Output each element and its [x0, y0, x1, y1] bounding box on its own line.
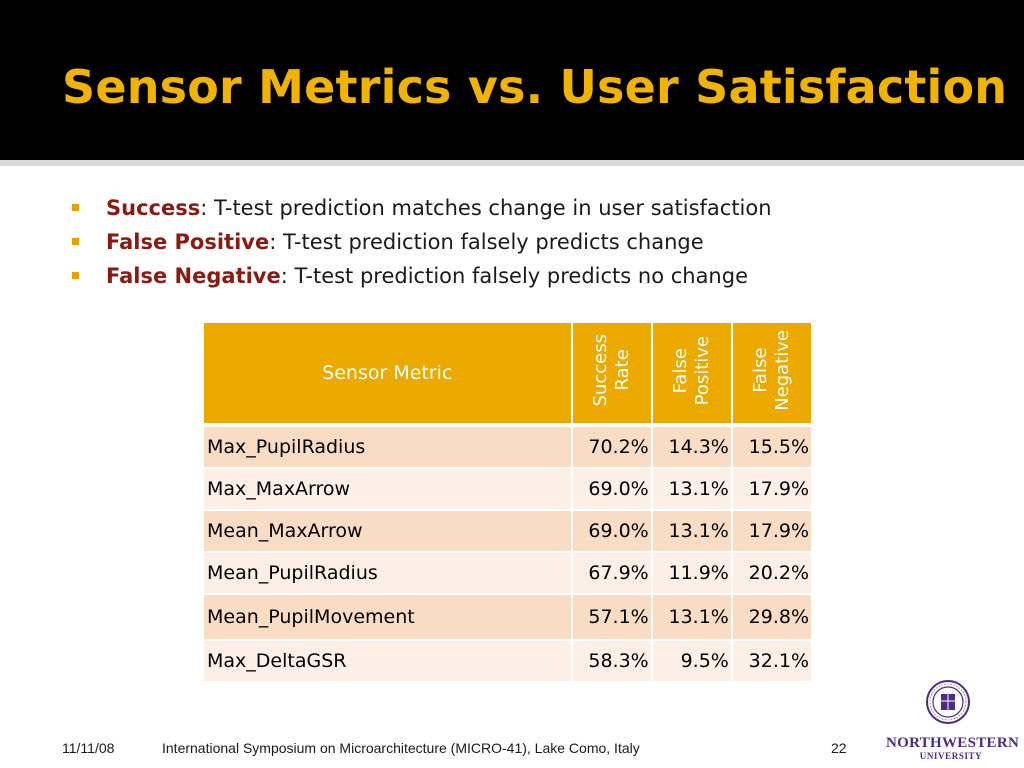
false-negative-cell: 32.1% — [732, 641, 811, 683]
logo-subtitle: UNIVERSITY — [919, 751, 983, 761]
table-header-row: Sensor Metric Success Rate False Positive … — [204, 323, 811, 427]
false-positive-cell: 9.5% — [652, 641, 733, 683]
square-bullet-icon — [72, 204, 79, 211]
header-false-negative: False Negative — [732, 323, 811, 427]
bullet-text: : T-test prediction falsely predicts cha… — [269, 230, 704, 254]
university-logo: NORTHWESTERN UNIVERSITY — [886, 735, 1020, 762]
header-line: Negative — [771, 330, 793, 411]
header-line: False — [669, 347, 691, 394]
false-negative-cell: 29.8% — [732, 595, 811, 641]
header-line: Positive — [691, 335, 713, 406]
success-rate-cell: 58.3% — [572, 641, 653, 683]
success-rate-cell: 67.9% — [572, 553, 653, 595]
metric-name-cell: Mean_MaxArrow — [204, 511, 573, 553]
sensor-metrics-table: Sensor Metric Success Rate False Positive … — [204, 323, 811, 683]
table-row: Mean_MaxArrow 69.0% 13.1% 17.9% — [204, 511, 811, 553]
false-negative-cell: 20.2% — [732, 553, 811, 595]
success-rate-cell: 57.1% — [572, 595, 653, 641]
success-rate-cell: 70.2% — [572, 427, 653, 469]
bullet-text: : T-test prediction matches change in us… — [200, 196, 772, 220]
footer-date: 11/11/08 — [62, 740, 115, 756]
header-false-positive: False Positive — [652, 323, 733, 427]
header-sensor-metric: Sensor Metric — [204, 323, 573, 427]
header-success-rate-label: Success Rate — [590, 334, 634, 406]
bullet-term: Success — [106, 196, 201, 220]
false-positive-cell: 14.3% — [652, 427, 733, 469]
false-negative-cell: 17.9% — [732, 511, 811, 553]
slide-title: Sensor Metrics vs. User Satisfaction — [62, 60, 1008, 114]
footer-venue: International Symposium on Microarchitec… — [162, 740, 640, 756]
bullet-term: False Negative — [106, 264, 281, 288]
metric-name-cell: Max_PupilRadius — [204, 427, 573, 469]
header-line: Success — [589, 334, 611, 407]
metric-name-cell: Mean_PupilRadius — [204, 553, 573, 595]
table-row: Mean_PupilMovement 57.1% 13.1% 29.8% — [204, 595, 811, 641]
false-positive-cell: 13.1% — [652, 595, 733, 641]
success-rate-cell: 69.0% — [572, 511, 653, 553]
logo-wordmark: NORTHWESTERN — [886, 735, 1020, 751]
bullet-false-negative: False Negative: T-test prediction falsel… — [72, 261, 772, 295]
header-success-rate: Success Rate — [572, 323, 653, 427]
university-seal-icon — [926, 680, 970, 724]
metric-name-cell: Mean_PupilMovement — [204, 595, 573, 641]
false-positive-cell: 13.1% — [652, 511, 733, 553]
false-negative-cell: 15.5% — [732, 427, 811, 469]
table-row: Max_MaxArrow 69.0% 13.1% 17.9% — [204, 469, 811, 511]
bullet-term: False Positive — [106, 230, 270, 254]
table-row: Mean_PupilRadius 67.9% 11.9% 20.2% — [204, 553, 811, 595]
bullet-text: : T-test prediction falsely predicts no … — [280, 264, 748, 288]
square-bullet-icon — [72, 238, 79, 245]
header-false-negative-label: False Negative — [750, 330, 794, 411]
false-positive-cell: 11.9% — [652, 553, 733, 595]
table-row: Max_DeltaGSR 58.3% 9.5% 32.1% — [204, 641, 811, 683]
header-line: False — [749, 347, 771, 394]
bullet-false-positive: False Positive: T-test prediction falsel… — [72, 227, 772, 261]
slide-number: 22 — [831, 740, 847, 756]
title-bar — [0, 0, 1024, 160]
header-false-positive-label: False Positive — [670, 336, 714, 405]
square-bullet-icon — [72, 272, 79, 279]
metric-name-cell: Max_MaxArrow — [204, 469, 573, 511]
false-positive-cell: 13.1% — [652, 469, 733, 511]
false-negative-cell: 17.9% — [732, 469, 811, 511]
title-divider — [0, 160, 1024, 166]
header-line: Rate — [611, 349, 633, 392]
definition-list: Success: T-test prediction matches chang… — [72, 193, 772, 295]
metric-name-cell: Max_DeltaGSR — [204, 641, 573, 683]
bullet-success: Success: T-test prediction matches chang… — [72, 193, 772, 227]
table-row: Max_PupilRadius 70.2% 14.3% 15.5% — [204, 427, 811, 469]
success-rate-cell: 69.0% — [572, 469, 653, 511]
